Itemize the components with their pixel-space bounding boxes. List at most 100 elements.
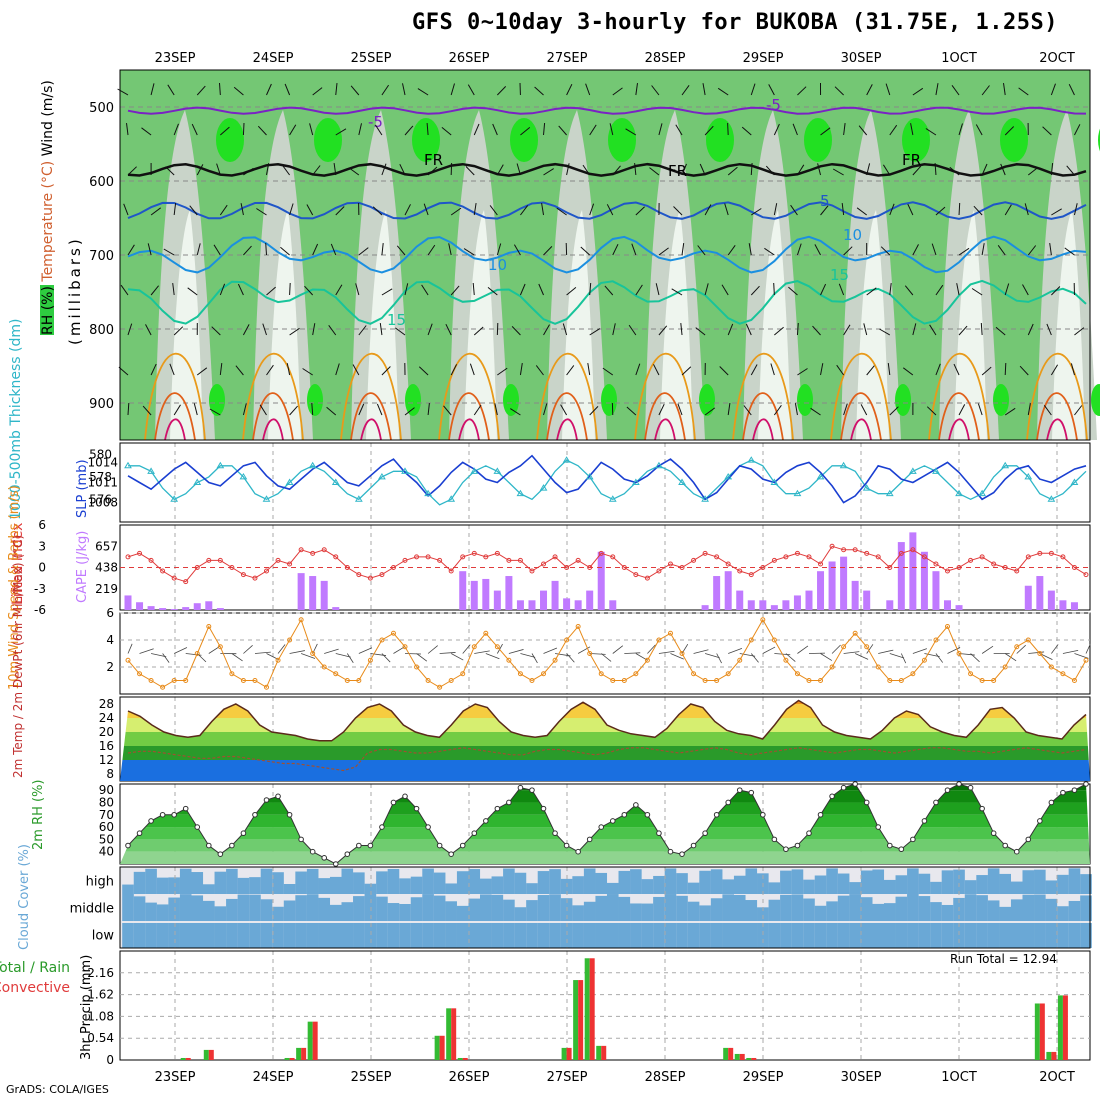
thickness-point (124, 461, 132, 469)
isotherm-5 (127, 201, 1087, 220)
wind-barb (750, 364, 758, 376)
rh-point (182, 805, 189, 812)
cape-bar (193, 603, 201, 610)
wind-speed-point (1071, 678, 1077, 683)
li-point (460, 554, 466, 560)
precip-total-bar (584, 958, 590, 1060)
wind-barb (358, 123, 362, 136)
wind-barb-10m (462, 644, 471, 654)
li-point (1083, 572, 1089, 578)
rh-point (967, 784, 974, 791)
cape-bar (805, 590, 813, 610)
cloud-high-bar (676, 873, 688, 894)
cloud-middle-bar (653, 896, 665, 921)
cloud-high-bar (387, 868, 400, 894)
wind-barb (213, 244, 221, 256)
cloud-high-bar (999, 873, 1012, 894)
wind-barb-10m (924, 653, 940, 657)
thickness-point (816, 472, 825, 480)
wind-speed-point (933, 637, 939, 643)
rh-point (563, 842, 570, 849)
cloud-high-bar (237, 877, 250, 894)
li-point (725, 561, 731, 567)
li-point (656, 568, 662, 574)
cape-bar (493, 590, 501, 610)
rh-high-patch (1091, 384, 1100, 416)
cloud-middle-bar (329, 904, 342, 921)
cloud-high-bar (653, 875, 665, 894)
cloud-middle-bar (814, 905, 827, 921)
cloud-low-bar (422, 923, 434, 948)
rh-point (332, 861, 339, 867)
cloud-low-bar (237, 923, 250, 948)
rh-point (944, 787, 951, 793)
thickness-point (724, 472, 733, 480)
precip-convective-bar (312, 1021, 318, 1060)
cloud-low-bar (272, 923, 284, 948)
wind-barb (912, 323, 917, 336)
rh-point (194, 824, 201, 830)
li-tick: 0 (38, 561, 46, 575)
wind-barb (704, 204, 712, 216)
cloud-high-bar (468, 869, 481, 894)
cloud-low-bar (133, 923, 146, 948)
wind-barb-10m (485, 653, 500, 660)
wind-barb (427, 323, 433, 336)
li-point (933, 561, 939, 567)
wind-barb (566, 83, 573, 96)
wind-barb (427, 166, 438, 176)
wind-barb (150, 363, 157, 376)
wind-barb (266, 163, 270, 176)
wind-barb (628, 324, 637, 336)
rh-point (598, 824, 605, 830)
rh-point (448, 851, 454, 857)
cloud-low-bar (837, 923, 850, 948)
wind-barb (1027, 323, 1034, 336)
cloud-high-bar (895, 875, 908, 894)
temp-band (120, 700, 1090, 704)
rh-point (483, 818, 489, 824)
wind-barb (404, 125, 414, 136)
wind-barb-10m (797, 645, 809, 654)
li-point (471, 550, 477, 556)
temp-band (120, 760, 1090, 781)
cloud-middle-bar (780, 894, 792, 921)
wind-barb-10m (127, 643, 133, 654)
li-point (252, 575, 258, 581)
wind-barb (242, 122, 245, 136)
rh-legend-swatch (40, 285, 54, 335)
isotherm-10 (127, 235, 1087, 274)
wind-speed-point (310, 651, 316, 656)
cloud-middle-bar (537, 895, 550, 921)
li-point (806, 554, 812, 560)
precip-convective-bar (578, 980, 584, 1060)
cloud-high-bar (722, 879, 734, 894)
wind-barb (511, 326, 521, 336)
li-point (944, 568, 950, 574)
wind-barb (727, 323, 734, 336)
slp-tick: 1011 (87, 476, 118, 490)
wind-barb (328, 325, 337, 336)
date-label-bottom: 23SEP (155, 1070, 196, 1085)
wind-barb (443, 405, 452, 416)
rh-point (921, 818, 928, 824)
cape-bar (1047, 590, 1055, 610)
wind-barb (585, 83, 591, 96)
temp-tick: 20 (99, 725, 114, 739)
temp-tick: 16 (99, 739, 114, 753)
wind-barb (312, 165, 321, 176)
wind-barb (289, 124, 297, 136)
li-point (517, 557, 523, 563)
rh-point (286, 811, 293, 818)
isotherm-label: FR (424, 151, 443, 169)
cape-bar (540, 590, 548, 610)
wind-speed-point (794, 671, 800, 677)
cloud-middle-bar (410, 897, 423, 921)
rh-line (127, 783, 1087, 865)
wind-barb (1003, 83, 1006, 96)
wind-barb (635, 83, 638, 96)
wind-barb (912, 165, 922, 176)
precip-total-bar (561, 1047, 567, 1060)
wind-barb-10m (820, 653, 833, 661)
cloud-low-bar (202, 923, 215, 948)
